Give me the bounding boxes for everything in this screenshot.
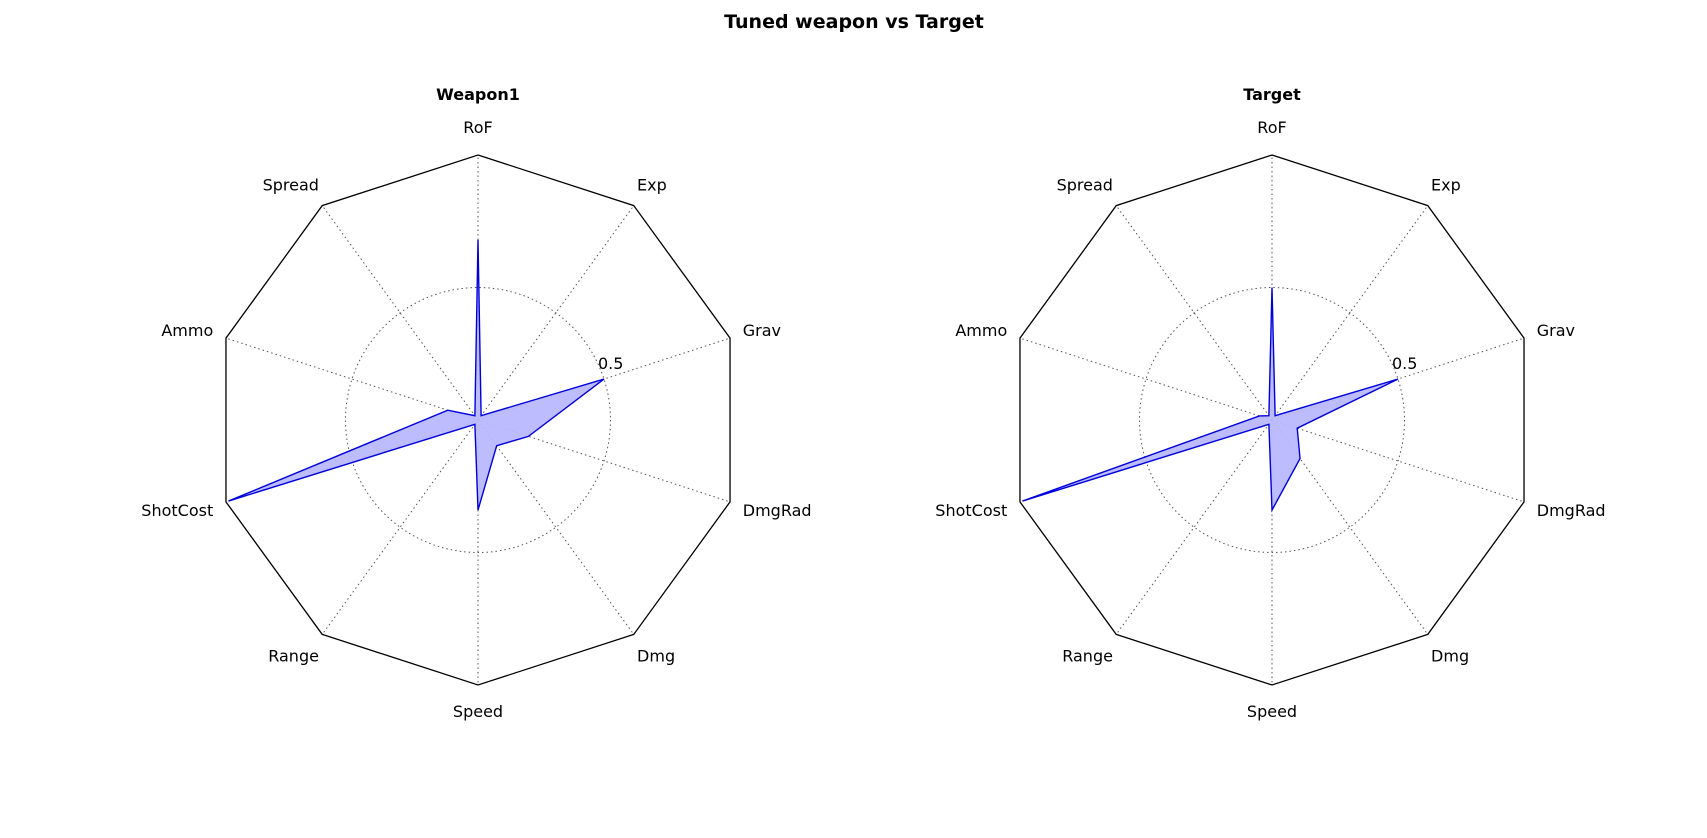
panel-title: Weapon1 — [436, 85, 520, 104]
radar-frame — [1019, 154, 1525, 686]
axis-label-dmgrad: DmgRad — [743, 501, 812, 520]
axis-label-rof: RoF — [1257, 118, 1286, 137]
radar-panel-weapon1: Weapon1 RoF Exp Grav DmgRad Dmg Speed Range Sho… — [141, 85, 811, 721]
spoke-dmg — [477, 419, 635, 635]
spoke-dmgrad — [1271, 419, 1525, 503]
spoke-exp — [477, 205, 635, 421]
axis-label-ammo: Ammo — [955, 321, 1007, 340]
grid-circle — [345, 287, 611, 553]
axis-label-ammo: Ammo — [161, 321, 213, 340]
spoke-spread — [1115, 205, 1273, 421]
axis-label-spread: Spread — [1057, 176, 1113, 195]
axis-label-grav: Grav — [1537, 321, 1575, 340]
axis-label-shotcost: ShotCost — [935, 501, 1007, 520]
axis-label-range: Range — [1062, 646, 1113, 665]
axis-label-speed: Speed — [1247, 702, 1297, 721]
spoke-grav — [1271, 337, 1525, 421]
spoke-ammo — [1019, 337, 1273, 421]
spoke-dmg — [1271, 419, 1429, 635]
spoke-ammo — [225, 337, 479, 421]
spoke-dmgrad — [477, 419, 731, 503]
figure-title: Tuned weapon vs Target — [724, 11, 984, 33]
panel-title: Target — [1243, 85, 1301, 104]
axis-label-dmg: Dmg — [1431, 646, 1469, 665]
radial-tick-label: 0.5 — [598, 354, 623, 373]
axis-label-grav: Grav — [743, 321, 781, 340]
axis-label-range: Range — [268, 646, 319, 665]
grid-circle — [1139, 287, 1405, 553]
spoke-exp — [1271, 205, 1429, 421]
axis-label-rof: RoF — [463, 118, 492, 137]
axis-label-speed: Speed — [453, 702, 503, 721]
spoke-spread — [321, 205, 479, 421]
radar-frame — [225, 154, 731, 686]
axis-label-shotcost: ShotCost — [141, 501, 213, 520]
axis-label-dmgrad: DmgRad — [1537, 501, 1606, 520]
series-area — [228, 239, 605, 511]
axis-label-spread: Spread — [263, 176, 319, 195]
axis-label-exp: Exp — [1431, 176, 1461, 195]
spoke-grav — [477, 337, 731, 421]
spoke-range — [321, 419, 479, 635]
radial-tick-label: 0.5 — [1392, 354, 1417, 373]
radar-panel-target: Target RoF Exp Grav DmgRad Dmg Speed Range Shot… — [935, 85, 1605, 721]
spoke-range — [1115, 419, 1273, 635]
axis-label-exp: Exp — [637, 176, 667, 195]
series-area — [1022, 287, 1399, 513]
axis-label-dmg: Dmg — [637, 646, 675, 665]
